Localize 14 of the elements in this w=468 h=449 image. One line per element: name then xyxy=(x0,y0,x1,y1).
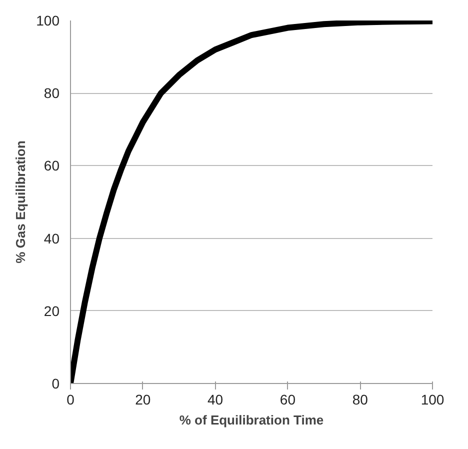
x-tick-label: 40 xyxy=(208,392,224,408)
x-tick-label: 20 xyxy=(135,392,151,408)
y-tick-label: 60 xyxy=(44,158,60,174)
x-tick-label: 80 xyxy=(352,392,368,408)
x-tick-label: 100 xyxy=(420,392,444,408)
x-tick-label: 60 xyxy=(280,392,296,408)
y-tick-label: 0 xyxy=(52,376,60,392)
x-axis-title: % of Equilibration Time xyxy=(179,412,324,428)
y-axis-title: % Gas Equilibration xyxy=(13,140,28,264)
y-tick-label: 20 xyxy=(44,302,60,319)
y-tick-label: 100 xyxy=(36,12,60,28)
y-tick-label: 40 xyxy=(44,230,60,246)
x-tick-label: 0 xyxy=(66,392,75,408)
y-tick-label: 80 xyxy=(44,85,60,102)
